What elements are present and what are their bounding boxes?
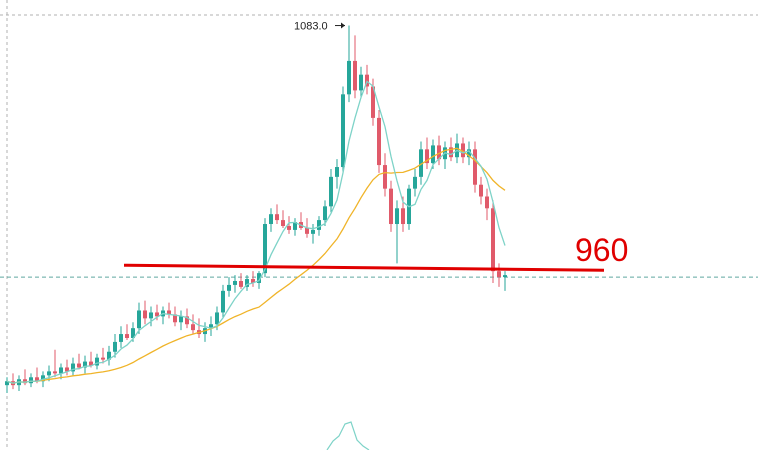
candle-body [239,281,243,287]
ma-fast-line [6,80,506,384]
candle-body [65,367,69,372]
candle-body [263,224,267,274]
indicator-trace [326,421,370,450]
candle-body [473,149,477,185]
candle-body [425,149,429,164]
candle-body [275,214,279,221]
candle-body [167,310,171,315]
candle-body [323,206,327,221]
candle-body [503,275,507,278]
peak-arrow-icon [335,22,345,29]
candle-body [287,225,291,230]
candle-body [365,74,369,87]
candle-body [155,312,159,317]
candle-body [341,94,345,168]
volume-indicator [326,421,370,450]
candle-body [305,227,309,234]
candle-body [83,361,87,368]
candle-body [35,377,39,382]
candle-body [431,145,435,164]
candle-body [5,381,9,386]
resistance-level-line [123,263,605,272]
candle-body [359,74,363,91]
candle-body [353,60,357,91]
candle-body [245,279,249,287]
candle-body [329,176,333,207]
candle-body [347,60,351,95]
candle-body [269,214,273,225]
candle-body [383,165,387,189]
candle-body [143,310,147,319]
candle-body [179,316,183,323]
candle-body [467,149,471,158]
candle-body [449,147,453,158]
candle-body [131,328,135,338]
candle-body [281,220,285,226]
candle-body [215,312,219,325]
candle-body [119,334,123,342]
ma-slow-line [6,147,506,384]
candle-body [479,184,483,197]
candle-body [419,149,423,177]
candle-body [491,208,495,272]
candle-body [89,361,93,366]
level-label: 960 [575,232,628,268]
candle-body [311,229,315,234]
candle-body [107,351,111,360]
candle-body [47,371,51,376]
candle-body [437,145,441,160]
candle-body [401,208,405,225]
candle-body [191,324,195,331]
candle-body [317,220,321,230]
candle-body [101,357,105,360]
candle-body [29,377,33,384]
candle-body [149,312,153,319]
candle-body [377,117,381,166]
candle-body [293,222,297,230]
candle-body [251,279,255,283]
candle-body [71,363,75,372]
candle-body [257,273,261,283]
candle-body [497,271,501,278]
peak-price-label: 1083.0 [294,21,328,33]
arrow-head [341,22,345,29]
candle-body [413,176,417,189]
candle-body [461,143,465,158]
candle-body [371,86,375,118]
candle-body [395,208,399,225]
candle-body [113,341,117,352]
candle-body [95,357,99,366]
candle-body [185,316,189,325]
candle-body [41,375,45,382]
candle-body [173,314,177,323]
candle-body [53,371,57,374]
candle-body [389,188,393,225]
candle-body [77,363,81,368]
candle-body [137,310,141,329]
candle-body [59,367,63,374]
candle-body [209,324,213,329]
candle-body [23,379,27,384]
candle-body [485,196,489,209]
candle-body [125,334,129,338]
candles-layer [5,25,507,394]
candle-body [335,167,339,177]
candle-body [227,284,231,291]
candle-body [233,281,237,285]
candle-body [221,290,225,313]
